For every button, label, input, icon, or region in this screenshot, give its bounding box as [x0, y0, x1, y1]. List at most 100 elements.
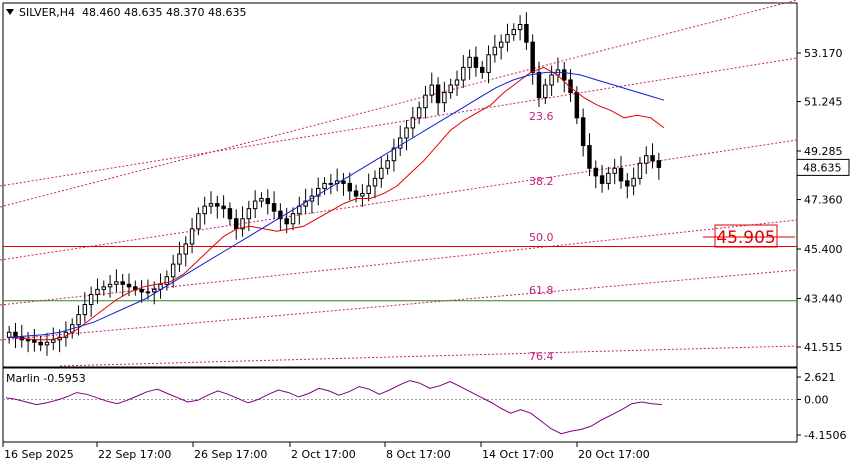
fib-label-61-8: 61.8	[529, 284, 554, 297]
candle-bull	[101, 286, 107, 290]
ohlc-readout: 48.460 48.635 48.370 48.635	[82, 6, 247, 19]
moving-averages	[9, 66, 665, 341]
candle-bull	[442, 92, 447, 104]
price-tick-label: 53.170	[804, 47, 843, 60]
horizontal-levels[interactable]	[3, 245, 797, 302]
candle-bull	[410, 117, 416, 129]
candle-bear	[530, 41, 535, 73]
candle-bear	[347, 182, 353, 192]
candle-bull	[25, 339, 31, 342]
time-tick-label: 26 Sep 17:00	[194, 448, 267, 461]
channel-line-3[interactable]	[0, 269, 798, 341]
price-tick-label: 47.360	[804, 194, 843, 207]
candle-bear	[139, 288, 144, 293]
candle-bear	[215, 203, 220, 207]
channel-line-5[interactable]	[0, 57, 798, 187]
candle-bull	[290, 213, 296, 225]
fib-label-50-0: 50.0	[529, 231, 554, 244]
candle-bull	[189, 228, 195, 245]
candle-bear	[599, 175, 605, 184]
time-axis: 16 Sep 2025 22 Sep 17:00 26 Sep 17:00 2 Oct…	[2, 442, 650, 461]
candle-bull	[145, 291, 151, 294]
candle-bull	[404, 127, 409, 139]
candle-bear	[38, 341, 43, 346]
candle-bull	[51, 339, 56, 343]
candle-bull	[44, 341, 50, 346]
candle-bull	[259, 198, 264, 202]
candle-bull	[107, 283, 113, 288]
candle-bear	[650, 155, 655, 162]
candle-bull	[240, 218, 245, 230]
indicator-frame	[2, 367, 798, 443]
candle-bear	[625, 180, 630, 187]
chart-header: SILVER,H4 48.460 48.635 48.370 48.635	[6, 6, 246, 19]
candle-bear	[233, 218, 239, 230]
channel-line-0[interactable]	[0, 0, 798, 208]
channel-line-4[interactable]	[59, 345, 798, 367]
candle-bull	[637, 162, 643, 179]
fib-label-23-6: 23.6	[529, 110, 554, 123]
candle-bear	[271, 203, 277, 212]
indicator-tick-label: 2.621	[804, 371, 836, 384]
candle-bull	[643, 155, 649, 164]
time-tick-label: 2 Oct 17:00	[291, 448, 356, 461]
candle-bull	[360, 193, 365, 197]
indicator-axis: 2.621 0.00 -4.1506	[797, 371, 846, 442]
fast-ma-line	[9, 66, 665, 341]
target-level-box[interactable]	[714, 224, 778, 248]
candle-bull	[114, 281, 119, 285]
candle-bull	[76, 314, 81, 326]
candle-bull	[606, 172, 611, 184]
time-tick-label: 14 Oct 17:00	[482, 448, 554, 461]
candle-bull	[366, 185, 371, 195]
fibonacci-labels: 23.6 38.2 50.0 61.8 76.4	[529, 110, 554, 363]
candle-bear	[284, 218, 289, 225]
candle-bear	[278, 210, 283, 220]
candle-bull	[397, 137, 403, 149]
candle-bear	[120, 281, 125, 285]
candle-bear	[593, 167, 599, 177]
candle-bull	[379, 167, 384, 179]
current-price-box	[796, 158, 850, 176]
candle-bull	[492, 46, 498, 56]
candle-bull	[246, 208, 252, 220]
candle-bull	[454, 79, 460, 86]
dropdown-triangle-icon[interactable]	[6, 9, 14, 15]
candle-bull	[196, 213, 201, 230]
candle-bear	[580, 117, 586, 147]
candle-bear	[479, 66, 485, 73]
candle-bull	[423, 94, 428, 109]
candle-bear	[265, 198, 271, 205]
candle-bull	[448, 84, 453, 94]
price-tick-label: 45.400	[804, 243, 843, 256]
candle-bear	[435, 84, 441, 104]
candle-bear	[353, 190, 359, 197]
symbol-label: SILVER,H4	[19, 6, 76, 19]
candle-bull	[95, 288, 100, 295]
time-tick-label: 22 Sep 17:00	[98, 448, 171, 461]
candle-bull	[183, 243, 189, 255]
price-tick-label: 49.285	[804, 145, 843, 158]
price-axis: 53.170 51.245 49.285 47.360 45.400 43.440 41.5…	[796, 47, 850, 354]
candle-bear	[221, 205, 226, 210]
candle-bull	[315, 187, 321, 197]
target-level-group[interactable]: 45.905	[703, 224, 795, 248]
oscillator-line	[5, 380, 663, 435]
price-tick-label: 41.515	[804, 341, 843, 354]
candle-bull	[82, 303, 88, 316]
indicator-tick-label: 0.00	[804, 393, 829, 406]
candle-bull	[208, 203, 214, 207]
candle-bull	[202, 205, 207, 215]
candle-bull	[416, 107, 422, 119]
time-tick-label: 8 Oct 17:00	[386, 448, 451, 461]
current-price-label: 48.635	[803, 161, 842, 174]
slow-ma-line	[9, 71, 665, 338]
candle-bull	[177, 253, 182, 265]
candle-bull	[88, 293, 94, 305]
candle-bear	[341, 180, 346, 184]
candle-bull	[151, 288, 157, 293]
candle-bear	[656, 160, 662, 168]
target-level-label: 45.905	[716, 228, 775, 248]
time-tick-label: 16 Sep 2025	[4, 448, 74, 461]
